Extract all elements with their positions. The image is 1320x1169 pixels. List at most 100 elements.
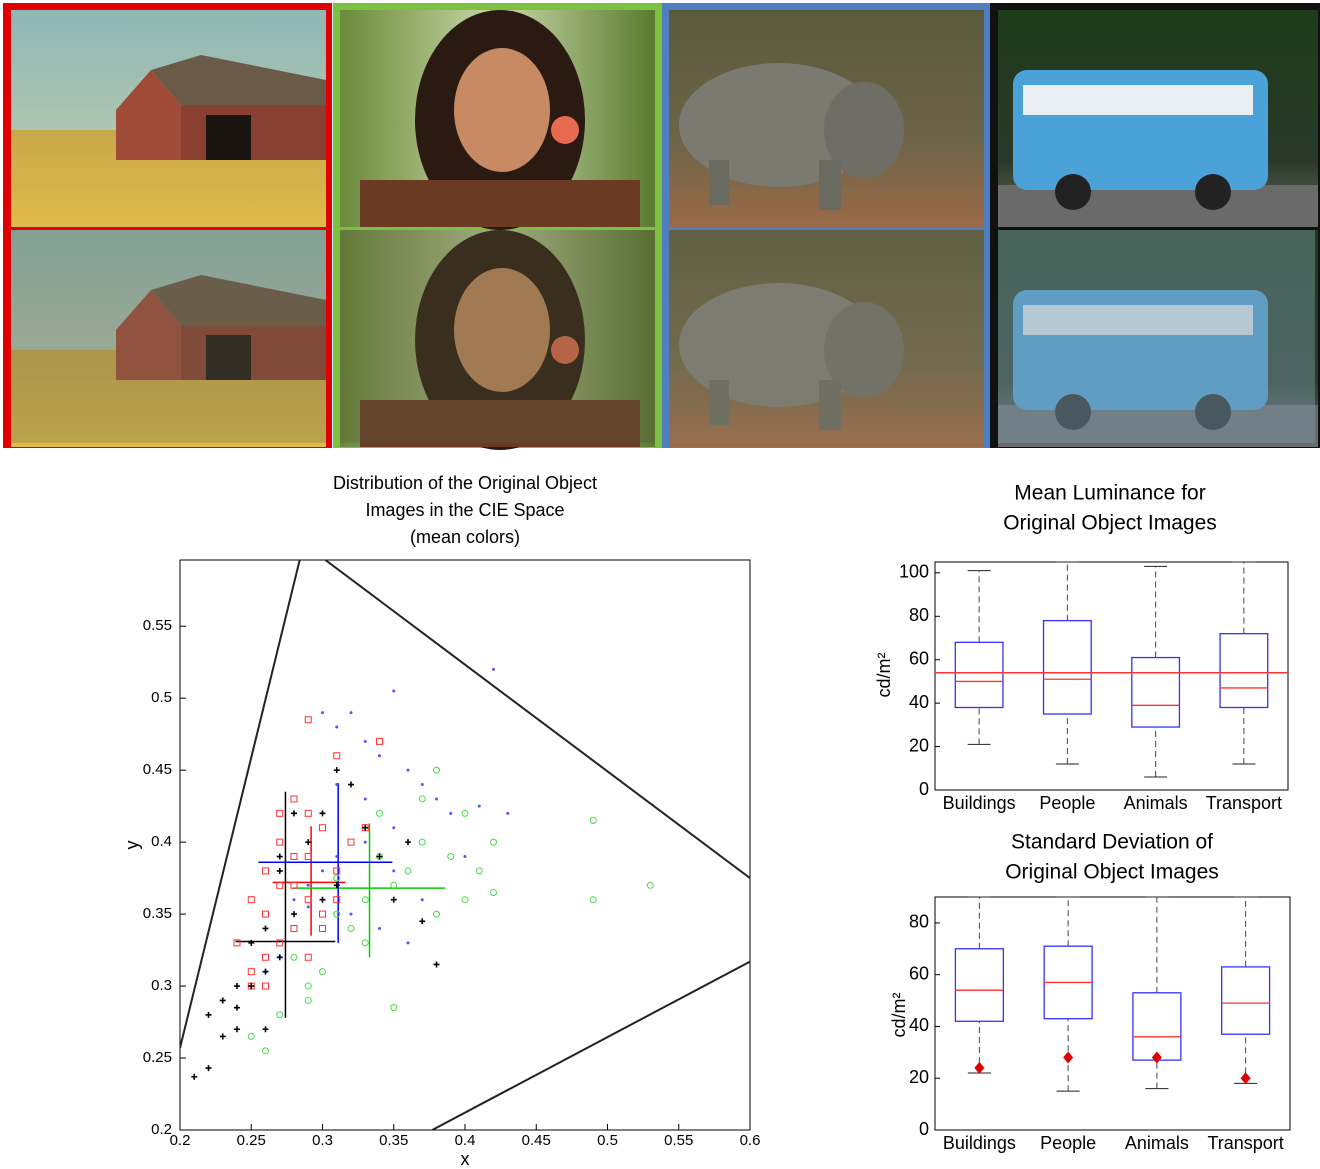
plot-content [180,560,750,1130]
point [319,910,326,918]
point [262,1047,269,1055]
point [234,983,240,990]
point [589,817,597,825]
point [333,867,341,875]
point [290,953,298,961]
point [361,896,369,904]
y-axis-label: cd/m² [874,652,894,697]
y-axis-label: y [122,841,142,850]
point [276,939,284,947]
point [335,855,339,859]
point [376,737,383,745]
point [276,867,283,874]
box [1221,966,1271,1035]
point [433,961,440,968]
point [378,754,381,758]
point [463,855,467,859]
point [362,824,369,831]
chart-title: Standard Deviation of [1011,831,1213,854]
box [1219,633,1269,709]
x-tick-label: Transport [1207,1133,1283,1153]
point [262,982,269,990]
point [378,926,381,930]
y-tick-label: 40 [909,692,929,712]
point [404,867,412,875]
point [492,667,495,671]
point [390,881,398,889]
y-tick-label: 0.25 [143,1049,172,1066]
point [333,874,341,882]
point [333,882,340,889]
point [490,838,497,846]
point [262,953,269,961]
point [321,711,324,715]
point [262,925,269,932]
point [363,739,367,743]
x-tick-label: 0.2 [170,1132,191,1149]
box [954,641,1004,709]
box [1131,656,1181,728]
point [319,810,326,817]
point [248,939,255,946]
x-tick-label: Buildings [943,1133,1016,1153]
x-tick-label: Animals [1124,793,1188,813]
point [349,711,353,715]
point [347,924,355,932]
y-tick-label: 0.4 [151,833,172,850]
y-tick-label: 0.45 [143,761,172,778]
point [276,881,284,889]
point [262,910,269,918]
chart-title: Mean Luminance for [1014,482,1205,505]
point [247,896,255,904]
point [319,824,326,832]
y-tick-label: 80 [909,912,929,932]
point [291,810,297,817]
point [392,689,396,693]
point [191,1073,198,1080]
point [589,896,597,904]
point [290,881,298,889]
x-tick-label: 0.4 [455,1132,476,1149]
outlier [1063,1051,1074,1064]
point [376,853,383,860]
x-tick-label: Animals [1125,1133,1189,1153]
point [449,811,453,815]
y-axis-label: cd/m² [889,992,909,1037]
point [361,939,369,947]
point [247,1032,255,1040]
photo [340,10,655,230]
point [406,941,410,945]
y-tick-label: 0.35 [143,905,172,922]
point [333,767,340,774]
y-tick-label: 0.3 [151,977,172,994]
point [333,896,341,904]
point [304,996,312,1004]
point [276,1011,284,1019]
point [234,1004,240,1011]
x-tick-label: 0.45 [522,1132,551,1149]
outlier [1240,1072,1251,1085]
point [306,883,310,887]
chart-title: (mean colors) [410,527,520,547]
point [248,983,255,990]
x-tick-label: 0.55 [664,1132,693,1149]
y-tick-label: 0.55 [143,617,172,634]
x-tick-label: 0.25 [237,1132,266,1149]
point [291,911,297,918]
point [276,838,284,846]
point [276,954,283,961]
point [506,811,510,815]
point [276,809,284,817]
plot-area [934,896,1291,1131]
x-tick-label: Transport [1206,793,1282,813]
point [319,896,326,903]
point [419,918,426,925]
point [205,1065,212,1072]
point [333,910,341,918]
point [390,896,397,903]
point [646,881,654,889]
point [276,853,283,860]
point [406,768,410,772]
point [461,809,469,817]
